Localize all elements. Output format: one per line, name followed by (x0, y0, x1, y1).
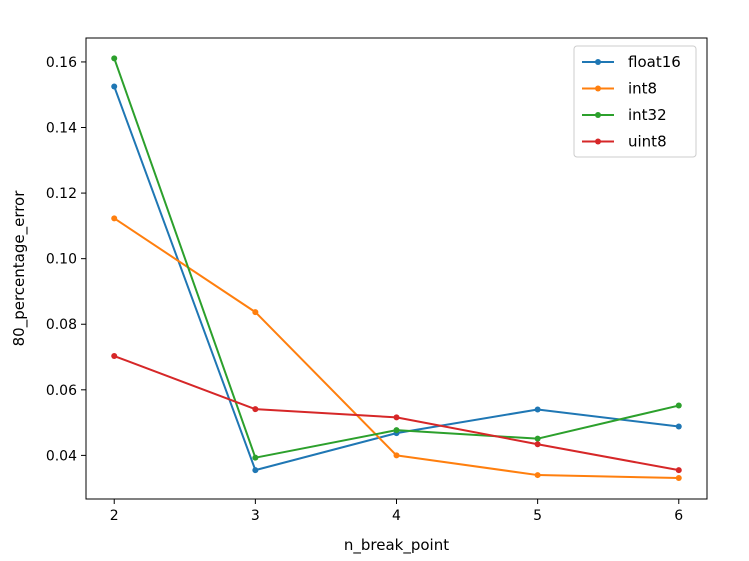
y-tick-label: 0.10 (46, 252, 77, 268)
legend-label: int8 (628, 80, 657, 98)
plot-frame (85, 37, 708, 500)
y-tick-label: 0.08 (46, 317, 77, 333)
legend-item-float16: float16 (582, 53, 681, 71)
series-int8 (111, 215, 682, 482)
x-axis-label: n_break_point (344, 536, 449, 555)
data-point-uint8 (393, 414, 400, 421)
series-layer (111, 55, 682, 482)
legend-frame (573, 45, 697, 158)
legend-marker (595, 85, 601, 92)
series-uint8 (111, 353, 682, 474)
x-tick-label: 2 (110, 508, 119, 524)
legend-label: uint8 (628, 133, 667, 151)
data-point-float16 (675, 423, 682, 430)
data-point-int8 (111, 215, 118, 222)
x-tick-label: 4 (392, 508, 401, 524)
x-axis: 2 3 4 5 6 (110, 499, 683, 524)
data-point-int32 (534, 435, 541, 442)
data-point-uint8 (252, 406, 259, 413)
legend-marker (595, 59, 601, 65)
data-point-float16 (111, 83, 118, 90)
legend-item-int32: int32 (582, 106, 667, 124)
data-point-uint8 (534, 441, 541, 448)
y-axis-label: 80_percentage_error (10, 190, 29, 347)
series-int32 (111, 55, 682, 461)
x-tick-label: 3 (251, 508, 260, 524)
y-axis: 0.04 0.06 0.08 0.10 0.12 0.14 0.16 (46, 55, 86, 464)
y-tick-label: 0.14 (46, 121, 77, 137)
x-tick-label: 5 (533, 508, 542, 524)
data-point-float16 (252, 467, 259, 474)
x-tick-label: 6 (674, 508, 683, 524)
y-tick-label: 0.16 (46, 55, 77, 71)
data-point-float16 (534, 406, 541, 413)
data-point-int8 (534, 472, 541, 479)
data-point-int32 (252, 454, 259, 461)
data-point-int32 (675, 402, 682, 409)
legend-item-int8: int8 (582, 80, 657, 98)
series-line-int8 (113, 217, 679, 480)
y-tick-label: 0.04 (46, 448, 77, 464)
data-point-uint8 (675, 467, 682, 474)
data-point-int32 (111, 55, 118, 62)
data-point-int8 (393, 452, 400, 459)
data-point-uint8 (111, 353, 118, 360)
y-tick-label: 0.06 (46, 383, 77, 399)
legend-label: float16 (628, 53, 681, 71)
data-point-int8 (675, 475, 682, 482)
y-tick-label: 0.12 (46, 186, 77, 202)
data-point-int8 (252, 309, 259, 316)
legend-item-uint8: uint8 (582, 133, 667, 151)
data-point-int32 (393, 427, 400, 434)
legend-marker (595, 112, 601, 118)
legend-label: int32 (628, 106, 667, 124)
legend-marker (595, 138, 601, 145)
legend: float16 int8 int32 uint8 (573, 45, 697, 158)
